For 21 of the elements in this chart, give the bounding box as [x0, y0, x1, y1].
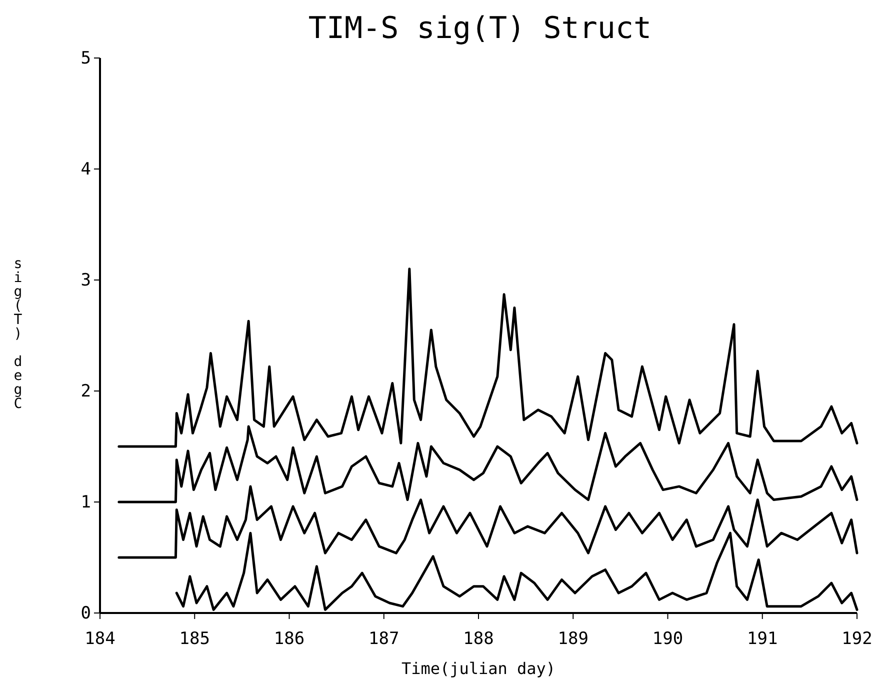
x-tick-label: 188: [463, 629, 494, 650]
y-tick-label: 2: [80, 381, 91, 402]
x-axis-title: Time(julian day): [401, 659, 556, 678]
x-tick-label: 184: [84, 629, 116, 650]
x-tick-label: 191: [747, 629, 778, 650]
x-tick-label: 186: [274, 629, 305, 650]
line-series: [118, 425, 858, 504]
text: sig(T) degC: [14, 256, 22, 412]
x-tick-label: 190: [652, 629, 684, 650]
y-tick-label: 0: [80, 603, 91, 624]
y-tick-label: 1: [80, 492, 91, 512]
line-series: [118, 268, 858, 448]
y-tick-label: 3: [80, 270, 91, 290]
y-tick-label: 4: [80, 159, 91, 180]
line-series: [118, 485, 858, 559]
x-tick-label: 187: [368, 629, 400, 650]
x-tick-label: 189: [558, 629, 588, 650]
x-tick-label: 185: [179, 629, 210, 650]
chart-title: TIM-S sig(T) Struct: [308, 11, 652, 46]
y-tick-label: 5: [80, 48, 91, 68]
x-tick-label: 192: [842, 629, 872, 650]
